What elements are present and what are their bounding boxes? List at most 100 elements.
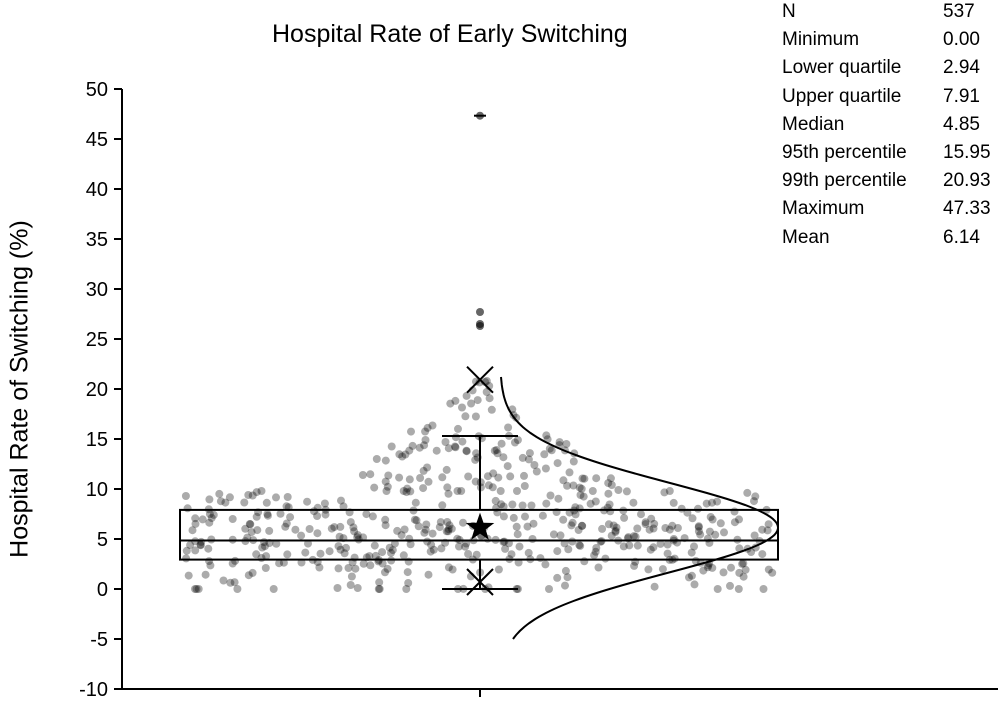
data-point <box>310 507 318 516</box>
data-point <box>459 518 467 527</box>
data-point <box>262 498 271 507</box>
data-point <box>191 519 200 528</box>
data-point <box>530 461 539 469</box>
data-point <box>444 563 453 572</box>
data-point <box>515 542 524 551</box>
data-point <box>656 539 665 548</box>
data-point <box>444 489 453 498</box>
data-point <box>247 528 256 537</box>
data-point <box>577 521 586 530</box>
data-point <box>496 487 505 495</box>
stat-row: Minimum 0.00 <box>782 29 980 51</box>
data-point <box>283 493 292 501</box>
data-point <box>313 512 322 520</box>
data-point <box>512 413 521 422</box>
data-point <box>262 552 271 561</box>
data-point <box>205 495 214 504</box>
data-point <box>708 515 717 524</box>
data-point <box>365 552 374 561</box>
data-point <box>381 568 389 577</box>
data-point <box>291 525 300 534</box>
data-point <box>565 468 574 477</box>
data-point <box>244 571 253 580</box>
data-point <box>524 455 533 464</box>
data-point <box>404 579 413 587</box>
data-point <box>507 550 516 559</box>
stat-row: Mean 6.14 <box>782 227 980 249</box>
data-point <box>649 543 658 552</box>
data-point <box>631 532 640 541</box>
data-point <box>500 537 509 546</box>
data-point <box>261 564 270 572</box>
data-point <box>629 532 638 541</box>
data-point <box>660 488 669 497</box>
data-point <box>735 515 743 524</box>
data-point <box>381 521 390 530</box>
data-point <box>359 559 368 568</box>
data-point <box>455 542 463 551</box>
data-point <box>527 501 536 510</box>
data-point <box>209 510 218 519</box>
data-point <box>407 427 415 436</box>
data-point <box>547 446 556 455</box>
data-point <box>196 540 205 549</box>
data-point <box>665 487 674 495</box>
data-point <box>629 498 638 507</box>
data-point <box>432 446 441 455</box>
y-tick-label: -10 <box>79 679 108 701</box>
data-point <box>205 518 214 527</box>
data-point <box>472 550 481 559</box>
data-point <box>521 512 529 521</box>
data-point <box>230 578 239 587</box>
data-point <box>252 488 261 497</box>
stat-label: N <box>782 1 796 22</box>
data-point <box>272 493 280 502</box>
stat-row: 99th percentile 20.93 <box>782 170 991 192</box>
data-point <box>186 541 195 550</box>
data-point <box>443 483 452 492</box>
data-point <box>614 486 623 494</box>
data-point <box>426 547 435 556</box>
data-point <box>205 510 214 519</box>
data-point <box>739 559 748 568</box>
data-point <box>359 533 368 542</box>
data-point <box>663 540 672 549</box>
data-point <box>620 513 629 522</box>
data-point <box>520 471 528 480</box>
data-point <box>694 522 703 531</box>
data-point <box>490 446 499 455</box>
data-point <box>198 515 207 524</box>
stat-value: 6.14 <box>943 226 980 248</box>
data-point <box>378 559 387 568</box>
data-point <box>483 472 492 481</box>
data-point <box>252 550 261 559</box>
data-point <box>611 528 620 536</box>
data-point <box>346 581 355 589</box>
data-point <box>472 377 480 386</box>
data-point <box>735 544 744 553</box>
data-point <box>399 487 408 495</box>
data-point <box>358 471 367 479</box>
y-tick-label: 5 <box>97 529 108 551</box>
data-point <box>457 487 466 495</box>
data-point <box>370 541 379 550</box>
data-point <box>393 526 402 535</box>
data-point <box>574 526 583 534</box>
data-point <box>406 540 415 549</box>
data-point <box>687 571 696 580</box>
data-point <box>260 542 269 551</box>
data-point <box>696 530 705 539</box>
data-point <box>641 520 650 529</box>
data-point <box>402 585 411 593</box>
data-point <box>282 519 291 528</box>
data-point <box>471 477 480 486</box>
y-tick-label: 50 <box>86 79 108 101</box>
data-point <box>518 501 527 510</box>
data-point <box>252 512 261 521</box>
data-point <box>501 544 510 553</box>
data-point <box>403 568 412 577</box>
stat-label: 95th percentile <box>782 142 907 163</box>
data-point <box>205 557 214 566</box>
data-point <box>325 547 334 556</box>
